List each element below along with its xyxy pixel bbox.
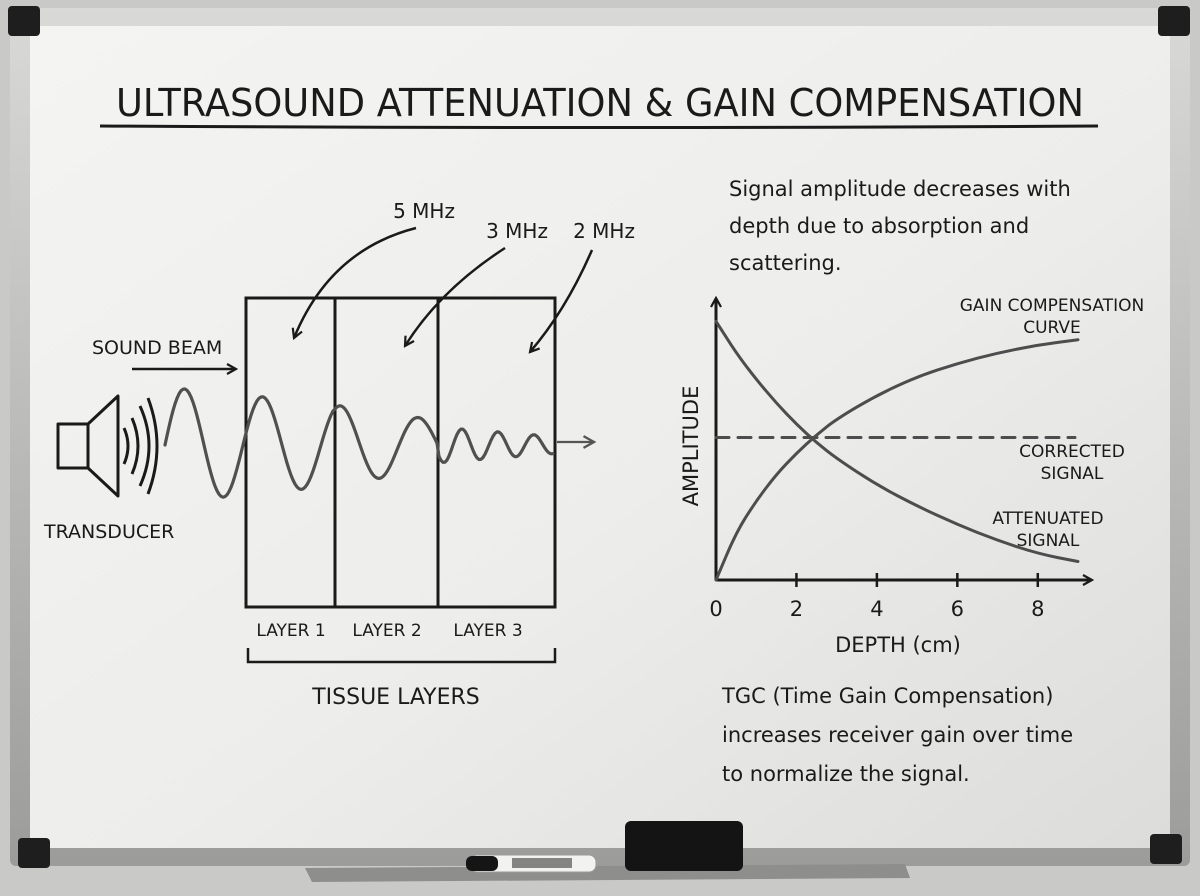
tgc-note-line-1: TGC (Time Gain Compensation): [721, 684, 1053, 708]
frequency-arrow-5mhz: [294, 226, 417, 338]
marker-tray: [305, 864, 910, 882]
frequency-label-2mhz: 2 MHz: [573, 219, 635, 243]
title: ULTRASOUND ATTENUATION & GAIN COMPENSATI…: [116, 81, 1084, 125]
tissue-layers-label: TISSUE LAYERS: [311, 685, 480, 710]
attenuation-note-line-1: Signal amplitude decreases with: [729, 177, 1071, 201]
frequency-arrow-3mhz: [405, 246, 506, 346]
tissue-bracket: [246, 648, 557, 664]
x-axis-label: DEPTH (cm): [835, 633, 961, 657]
series-label-corrected-signal-1: CORRECTED: [1019, 442, 1125, 462]
series-label-gain-compensation-curve-1: GAIN COMPENSATION: [960, 296, 1144, 316]
corner-bl: [18, 838, 50, 868]
x-tick-label-0: 0: [709, 597, 722, 621]
frequency-label-5mhz: 5 MHz: [393, 199, 455, 223]
attenuation-note: Signal amplitude decreases with depth du…: [729, 177, 1071, 275]
series-line-gain-compensation-curve: [714, 338, 1080, 582]
series-label-attenuated-signal-1: ATTENUATED: [992, 509, 1103, 529]
sound-beam-label: SOUND BEAM: [92, 337, 222, 359]
x-tick-label-8: 8: [1031, 597, 1044, 621]
layer-label-2: LAYER 2: [352, 621, 421, 641]
series-label-gain-compensation-curve-2: CURVE: [1023, 318, 1081, 338]
title-underline: [99, 124, 1099, 129]
transducer-icon: [56, 394, 159, 498]
corner-br: [1150, 834, 1182, 864]
y-axis-label: AMPLITUDE: [679, 386, 703, 507]
eraser[interactable]: [625, 821, 743, 871]
series-label-corrected-signal-2: SIGNAL: [1041, 464, 1104, 484]
frequency-arrow-2mhz: [530, 249, 594, 352]
attenuation-note-line-2: depth due to absorption and: [729, 214, 1029, 238]
attenuating-wave: [163, 387, 555, 499]
tissue-box: [244, 296, 557, 609]
series-label-attenuated-signal-2: SIGNAL: [1017, 531, 1080, 551]
tgc-note: TGC (Time Gain Compensation) increases r…: [721, 684, 1073, 786]
layer-label-3: LAYER 3: [453, 621, 522, 641]
layer-label-1: LAYER 1: [256, 621, 325, 641]
amplitude-depth-chart: 0 2 4 6 8 DEPTH (cm) AMPLITUDE GAIN COMPENSATIO…: [679, 296, 1144, 657]
tgc-note-line-3: to normalize the signal.: [722, 762, 970, 786]
tgc-note-line-2: increases receiver gain over time: [722, 723, 1073, 747]
x-tick-label-4: 4: [870, 597, 883, 621]
frequency-label-3mhz: 3 MHz: [486, 219, 548, 243]
x-tick-label-2: 2: [790, 597, 803, 621]
series-line-attenuated-signal: [714, 319, 1080, 563]
transducer-label: TRANSDUCER: [43, 521, 174, 543]
corner-tl: [8, 6, 40, 36]
attenuation-note-line-3: scattering.: [729, 251, 842, 275]
corner-tr: [1158, 6, 1190, 36]
marker-pen[interactable]: [466, 854, 597, 873]
x-tick-label-6: 6: [951, 597, 964, 621]
